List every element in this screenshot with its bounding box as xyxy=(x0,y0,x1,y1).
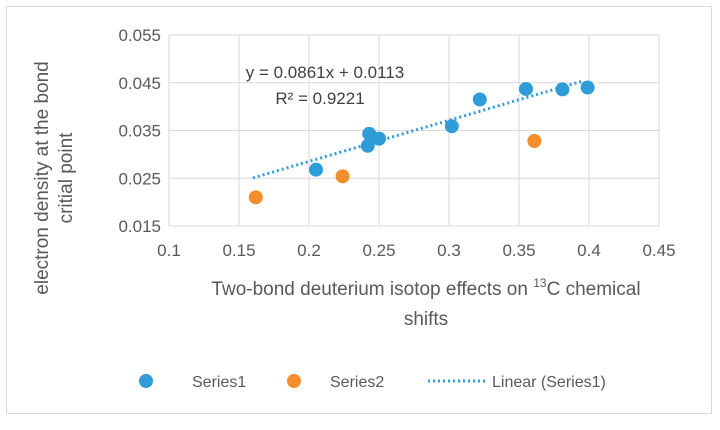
series1-point xyxy=(580,80,595,95)
series1-point xyxy=(519,81,533,96)
series2-point xyxy=(248,190,263,205)
y-axis-title-line2: critial point xyxy=(56,132,77,224)
y-tick-label: 0.035 xyxy=(118,122,161,141)
y-tick-labels: 0.015 0.025 0.035 0.045 0.055 xyxy=(118,26,161,236)
trendline-equation: y = 0.0861x + 0.0113 xyxy=(246,63,404,82)
x-tick-label: 0.45 xyxy=(642,241,675,260)
y-tick-label: 0.015 xyxy=(118,217,161,236)
y-tick-label: 0.045 xyxy=(118,74,161,93)
x-tick-label: 0.4 xyxy=(577,241,601,260)
x-tick-label: 0.1 xyxy=(157,241,181,260)
x-tick-label: 0.15 xyxy=(222,241,255,260)
grid-lines xyxy=(168,34,660,227)
x-tick-labels: 0.1 0.15 0.2 0.25 0.3 0.35 0.4 0.45 xyxy=(157,241,675,260)
y-tick-label: 0.025 xyxy=(118,169,161,188)
series1-point xyxy=(472,92,487,107)
x-tick-label: 0.25 xyxy=(362,241,395,260)
x-axis-title-main: Two-bond deuterium isotop effects on xyxy=(211,279,533,300)
legend-series1-label: Series1 xyxy=(192,374,246,391)
series1-point xyxy=(360,138,375,153)
chart-frame xyxy=(6,6,712,414)
y-axis-title: electron density at the bond critial poi… xyxy=(32,61,77,294)
legend-series1-marker xyxy=(139,374,153,388)
x-axis-title-line2: shifts xyxy=(404,309,448,330)
trendline xyxy=(252,79,583,180)
legend-trendline-label: Linear (Series1) xyxy=(492,374,606,391)
x-axis-title: Two-bond deuterium isotop effects on 13C… xyxy=(211,276,640,300)
series2-point xyxy=(335,169,350,184)
legend-series2-marker xyxy=(287,374,301,388)
x-tick-label: 0.2 xyxy=(297,241,321,260)
series1-point xyxy=(444,119,459,134)
y-tick-label: 0.055 xyxy=(118,26,161,45)
legend: Series1 Series2 Linear (Series1) xyxy=(139,374,606,391)
x-axis-title-after: C chemical xyxy=(547,279,641,300)
data-points xyxy=(248,80,595,205)
series1-point xyxy=(555,82,570,97)
trendline-r-squared: R² = 0.9221 xyxy=(275,89,364,108)
x-tick-label: 0.3 xyxy=(437,241,461,260)
trendline-group xyxy=(252,79,583,180)
x-tick-label: 0.35 xyxy=(502,241,535,260)
x-axis-title-superscript: 13 xyxy=(533,276,547,290)
series1-point xyxy=(372,131,386,146)
series2-point xyxy=(527,134,542,149)
y-axis-title-line1: electron density at the bond xyxy=(32,61,53,294)
series1-point xyxy=(309,162,323,177)
legend-series2-label: Series2 xyxy=(330,374,384,391)
